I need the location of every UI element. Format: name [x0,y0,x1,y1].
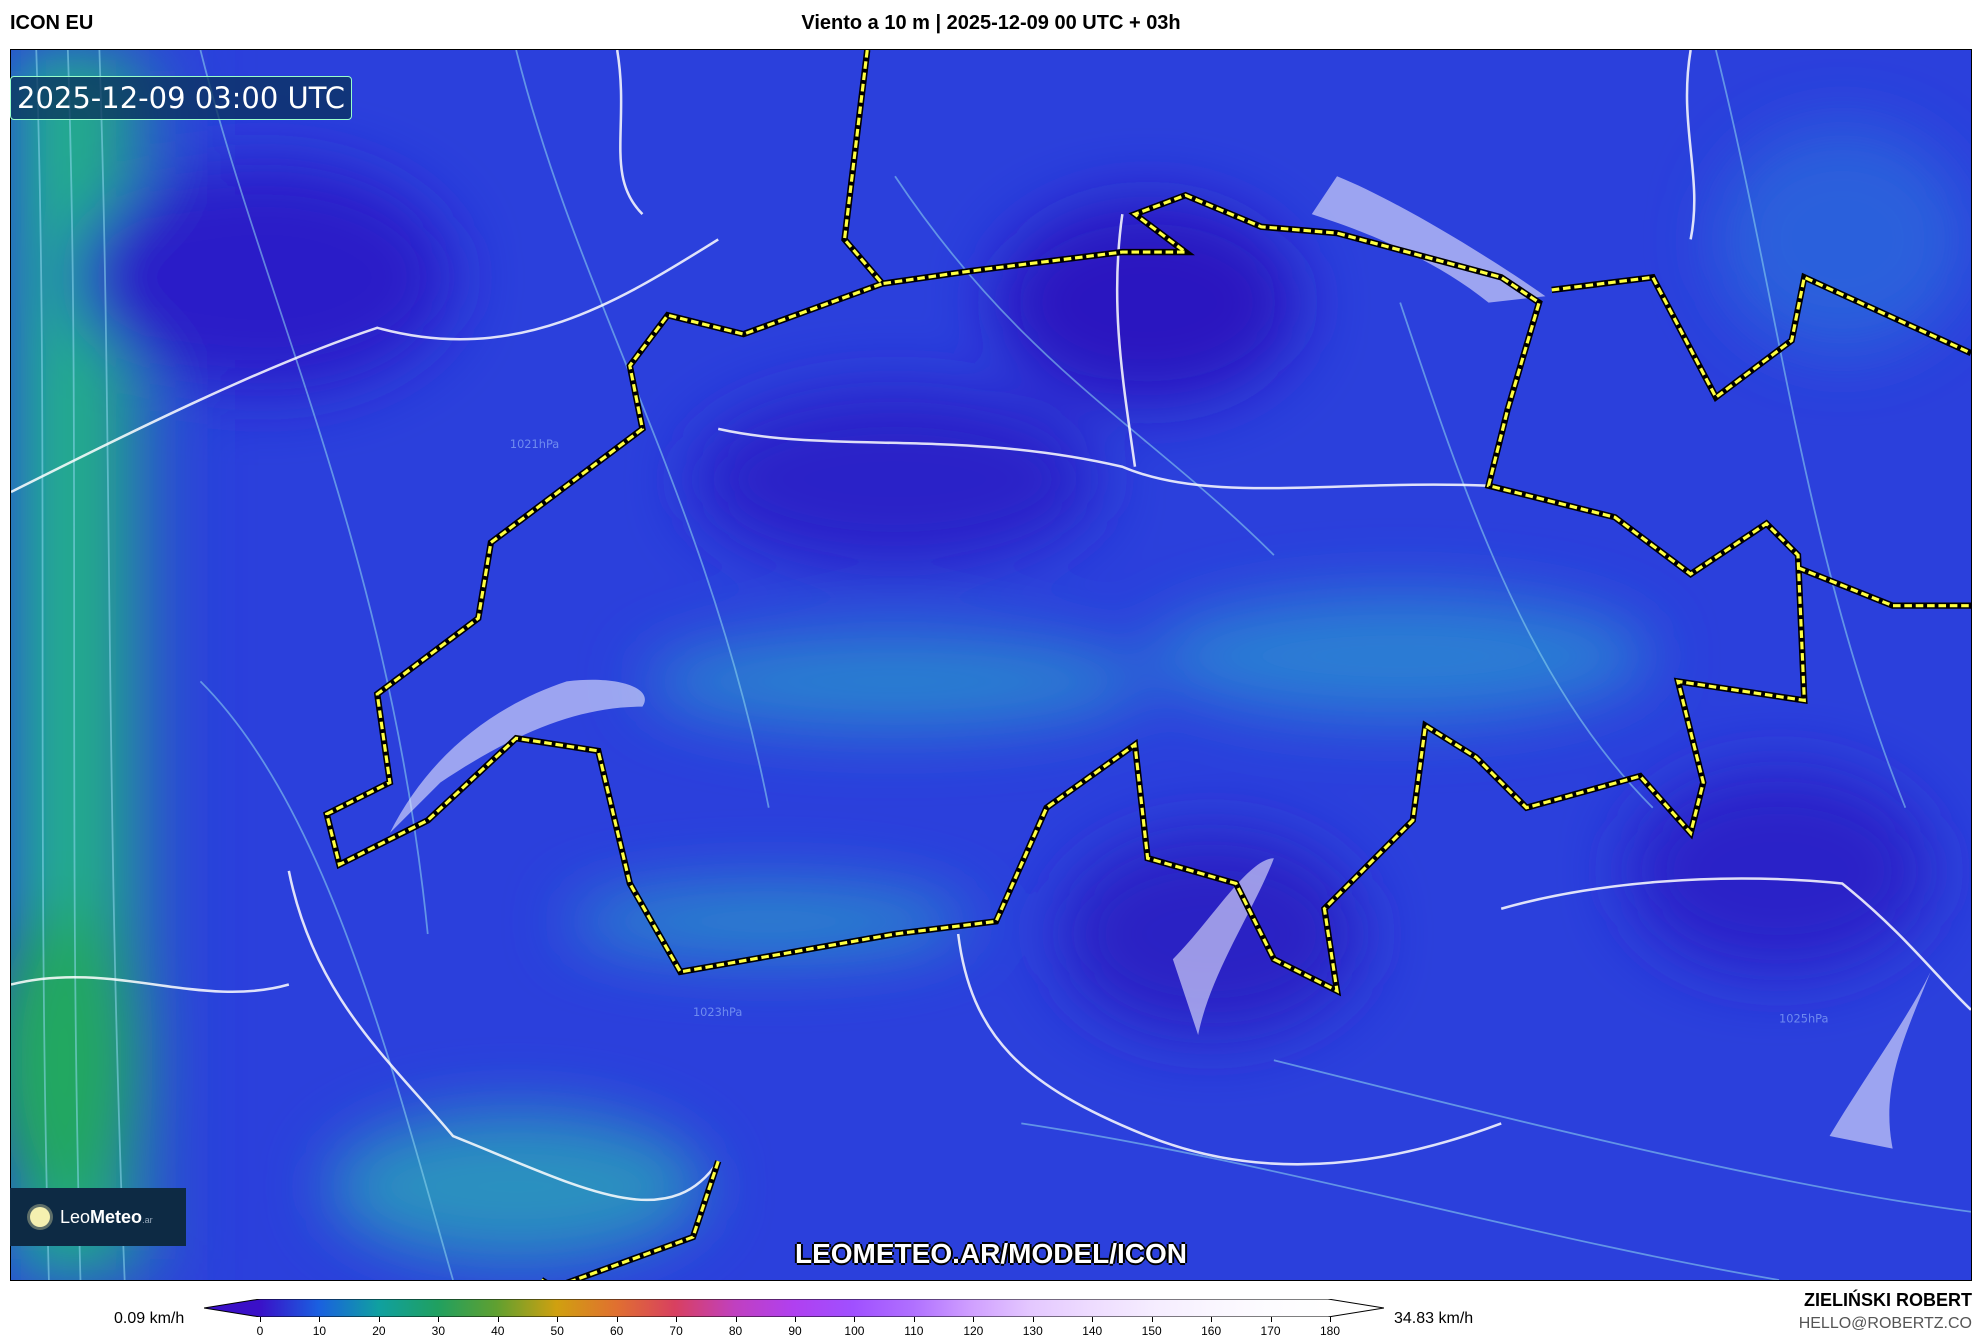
colorbar-tick [854,1317,856,1322]
legend-max: 34.83 km/h [1394,1310,1474,1327]
colorbar-tick [616,1317,618,1322]
colorbar-tick [1330,1317,1331,1322]
isobar-label: 1021hPa [510,437,559,451]
colorbar-tick [676,1317,678,1322]
colorbar-tick [913,1317,915,1322]
wind-map[interactable]: 1021hPa 1023hPa 1025hPa [10,49,1972,1281]
colorbar-tick-label: 140 [1082,1324,1103,1338]
colorbar-tick-label: 10 [312,1324,327,1338]
map-title: Viento a 10 m | 2025-12-09 00 UTC + 03h [801,12,1181,34]
colorbar-tick-label: 160 [1201,1324,1222,1338]
streamlines [35,50,1971,1280]
legend-min: 0.09 km/h [114,1310,185,1327]
colorbar-tick-label: 180 [1319,1324,1341,1338]
colorbar-tick [319,1317,321,1322]
colorbar-tick-label: 130 [1022,1324,1043,1338]
colorbar-tick-label: 150 [1141,1324,1162,1338]
colorbar-tick [378,1317,380,1322]
colorbar-tick [1211,1317,1213,1322]
colorbar-tick [1151,1317,1153,1322]
map-canvas: 1021hPa 1023hPa 1025hPa [11,50,1971,1280]
colorbar-tick [557,1317,559,1322]
colorbar-tick-label: 120 [963,1324,984,1338]
colorbar-tick-label: 170 [1260,1324,1281,1338]
sun-icon [30,1207,50,1227]
watermark-url: LEOMETEO.AR/MODEL/ICON [795,1238,1187,1269]
colorbar-tick-label: 90 [788,1324,802,1338]
region-borders [11,50,1971,1202]
colorbar-tick [973,1317,975,1322]
colorbar-tick [1092,1317,1094,1322]
author-name: ZIELIŃSKI ROBERT [1803,1290,1972,1310]
colorbar-tick-label: 30 [431,1324,446,1338]
colorbar-tick [795,1317,796,1322]
valid-time-badge: 2025-12-09 03:00 UTC [10,76,353,120]
model-name: ICON EU [10,12,94,34]
leometeo-logo[interactable]: LeoMeteo .ar [10,1188,186,1246]
colorbar-tick [735,1317,737,1322]
colorbar-tick [1032,1317,1034,1322]
colorbar-tick-label: 20 [372,1324,386,1338]
colorbar-tick-label: 0 [256,1324,264,1338]
author-email[interactable]: HELLO@ROBERTZ.CO [1798,1315,1972,1332]
colorbar-tick-label: 70 [669,1324,683,1338]
colorbar-tick-label: 80 [728,1324,743,1338]
colorbar-tick [260,1317,261,1322]
colorbar-tick [1270,1317,1272,1322]
colorbar-tick-label: 60 [609,1324,624,1338]
colorbar [204,1299,1384,1317]
colorbar-tick [497,1317,499,1322]
colorbar-tick-label: 110 [904,1324,924,1338]
logo-text-light: Leo [60,1206,91,1227]
colorbar-tick-label: 40 [491,1324,505,1338]
colorbar-tick [438,1317,440,1322]
colorbar-tick-label: 100 [844,1324,865,1338]
isobar-label: 1023hPa [693,1005,742,1019]
colorbar-tick-label: 50 [550,1324,564,1338]
isobar-label: 1025hPa [1779,1011,1828,1025]
logo-text-bold: Meteo [90,1206,143,1227]
logo-suffix: .ar [142,1215,153,1225]
